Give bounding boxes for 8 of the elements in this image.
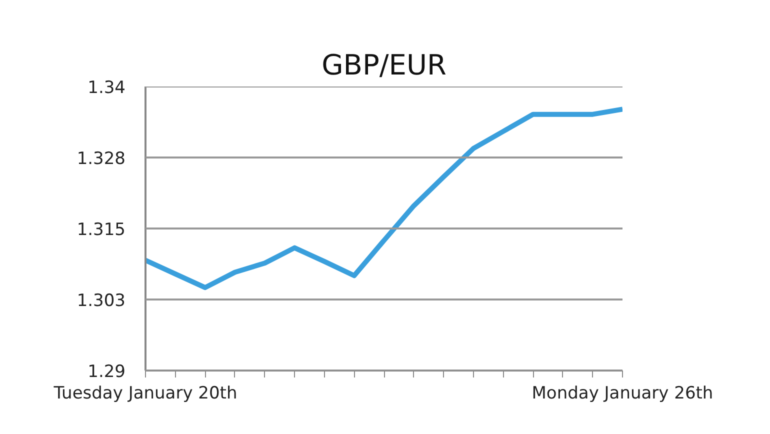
y-tick-label: 1.303 bbox=[76, 291, 126, 311]
y-tick-label: 1.328 bbox=[76, 149, 126, 169]
chart-title: GBP/EUR bbox=[322, 48, 446, 82]
y-tick-label: 1.29 bbox=[88, 362, 126, 382]
x-tick-label: Tuesday January 20th bbox=[52, 384, 238, 404]
y-tick-label: 1.315 bbox=[76, 220, 126, 240]
y-tick-label: 1.34 bbox=[88, 78, 126, 98]
x-tick-label: Monday January 26th bbox=[532, 384, 714, 404]
